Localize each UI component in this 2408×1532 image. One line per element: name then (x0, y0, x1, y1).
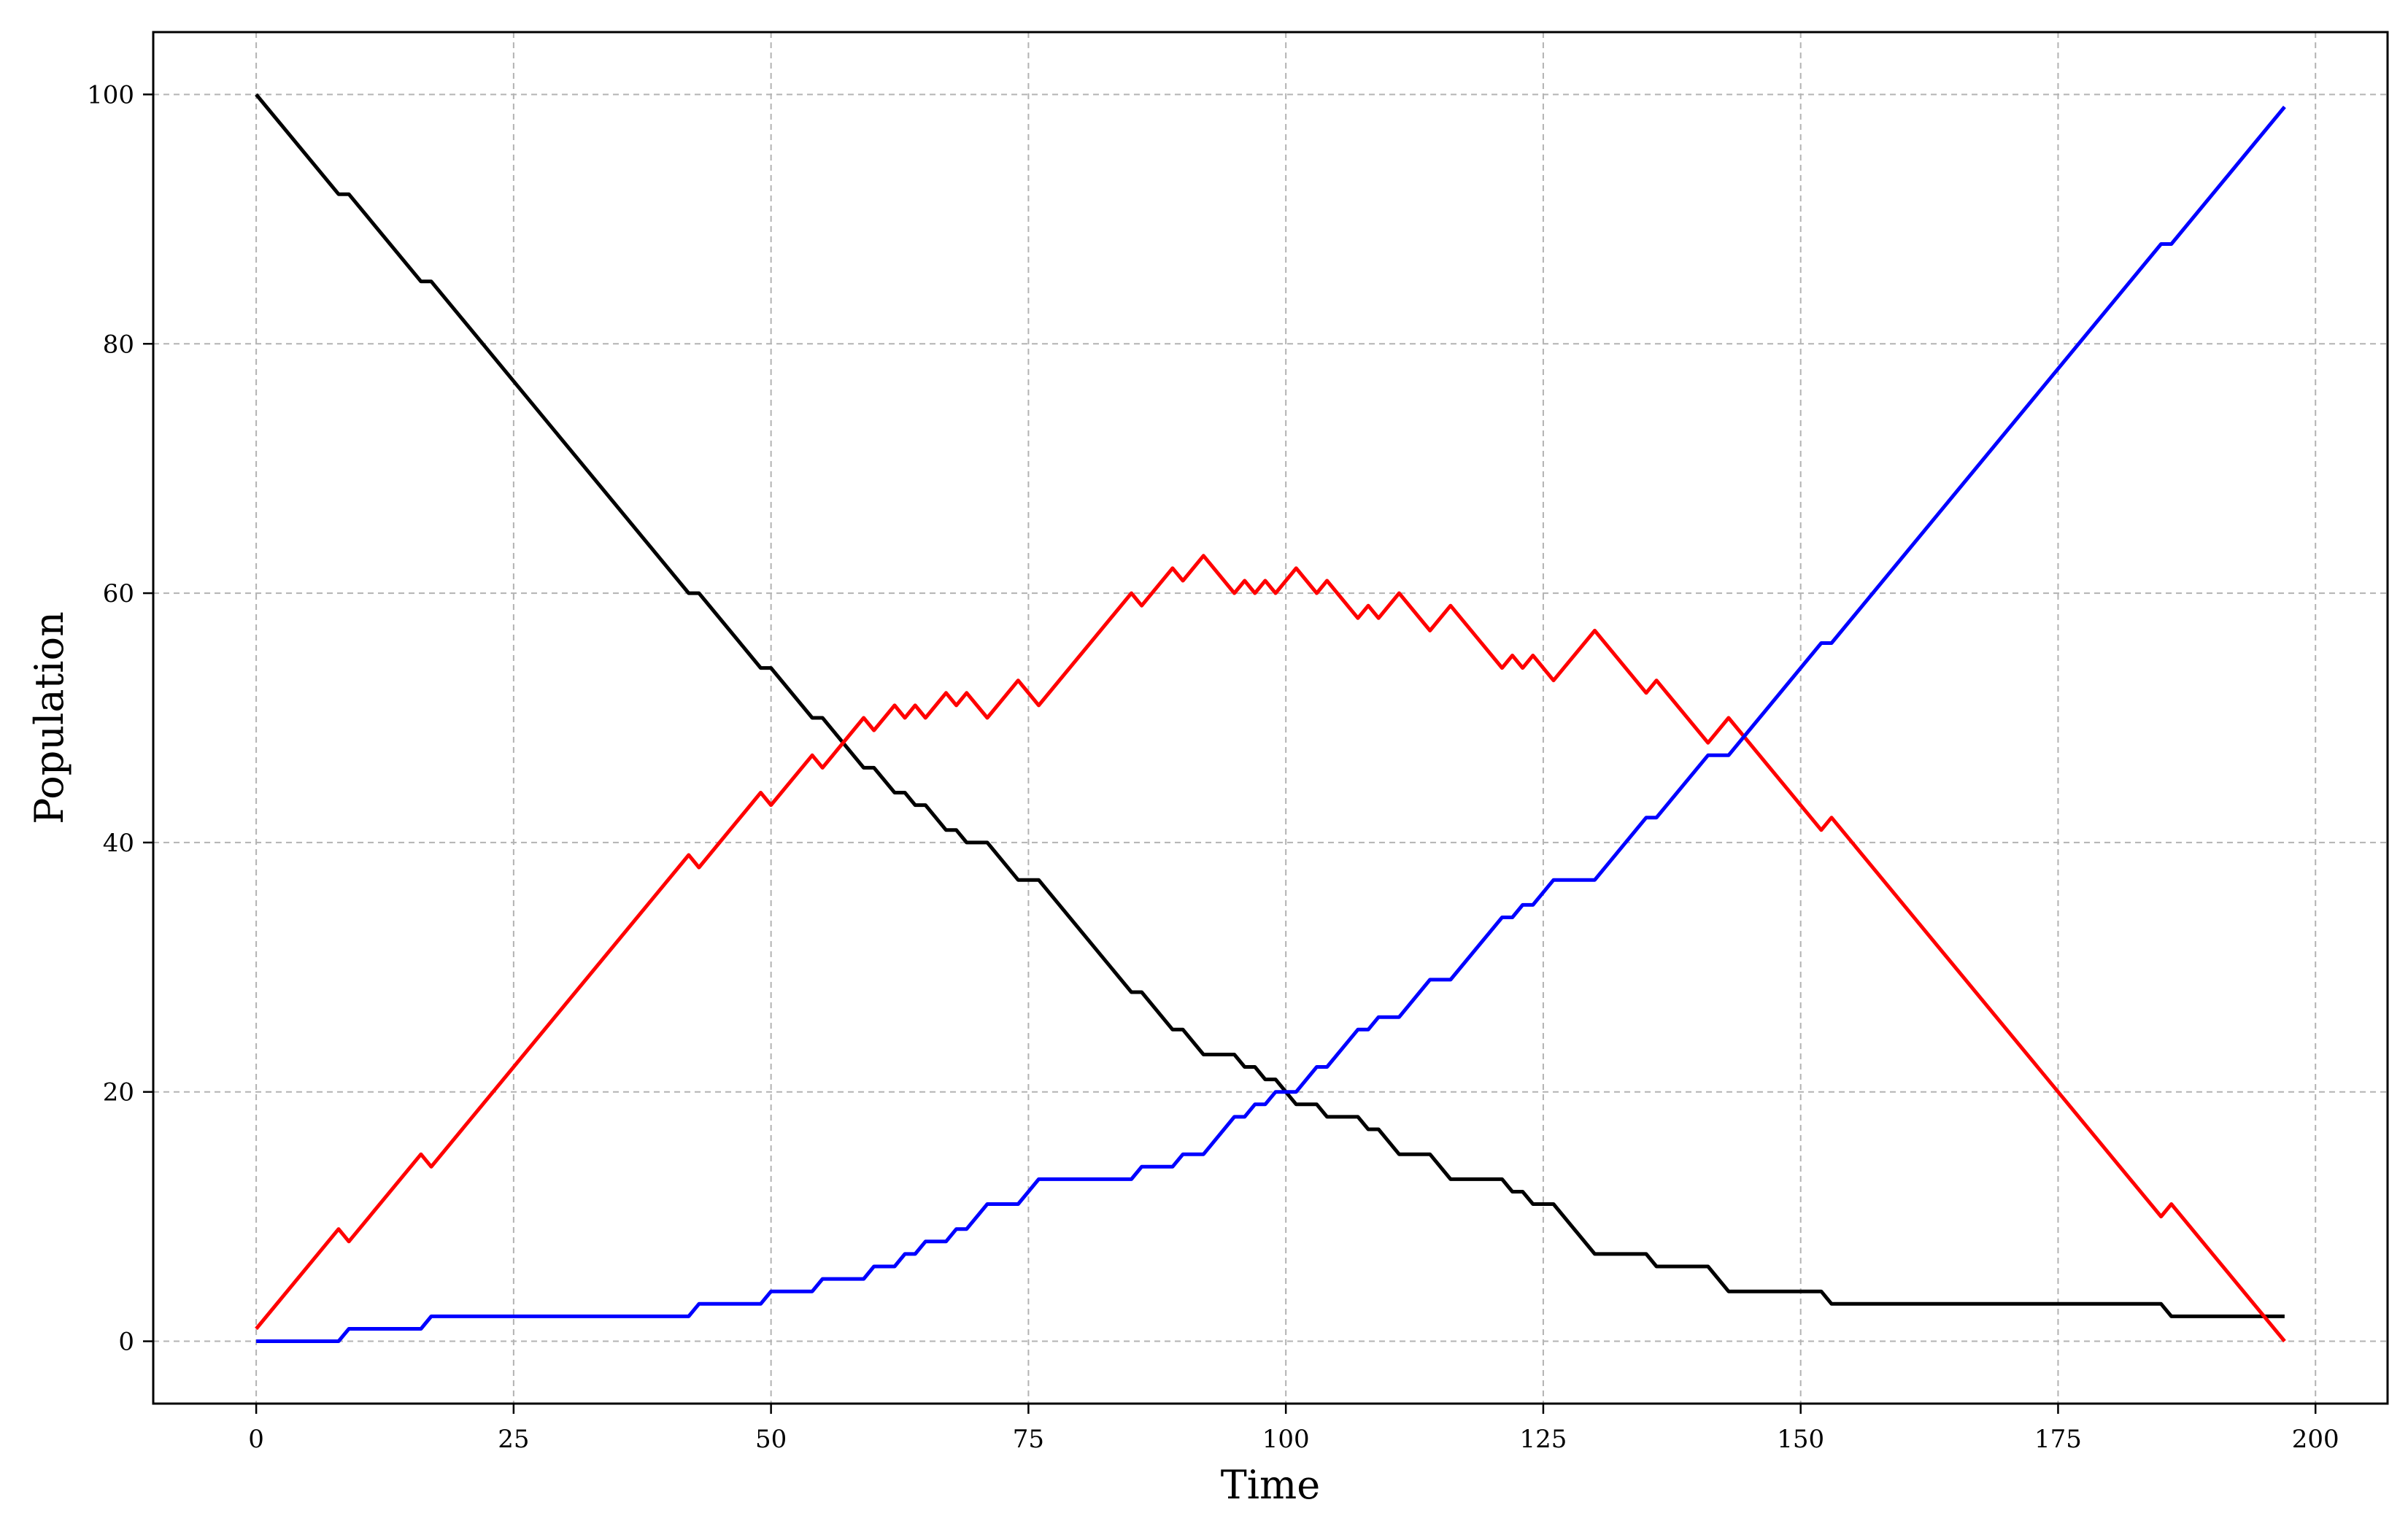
y-tick-label: 0 (118, 1328, 134, 1357)
x-tick-label: 200 (2292, 1425, 2339, 1454)
x-tick-label: 175 (2034, 1425, 2082, 1454)
y-tick-label: 80 (103, 330, 134, 359)
x-tick-label: 75 (1013, 1425, 1044, 1454)
x-tick-label: 150 (1777, 1425, 1824, 1454)
x-tick-label: 50 (755, 1425, 787, 1454)
y-tick-label: 60 (103, 579, 134, 608)
grid (153, 32, 2388, 1404)
y-axis-title: Population (26, 611, 72, 824)
y-tick-label: 20 (103, 1078, 134, 1107)
x-tick-label: 125 (1519, 1425, 1567, 1454)
y-tick-label: 100 (87, 80, 134, 109)
x-axis-title: Time (1221, 1462, 1320, 1508)
series-lines (255, 93, 2286, 1343)
plot-area-frame (152, 31, 2389, 1405)
axis-ticks: 0 25 50 75 100 125 150 175 200 0 20 40 60 80 100 (87, 80, 2339, 1454)
y-tick-label: 40 (103, 829, 134, 858)
x-tick-label: 25 (498, 1425, 529, 1454)
series-line-3 (256, 105, 2286, 1343)
series-line-1 (255, 93, 2285, 1318)
series-line-2 (255, 554, 2286, 1343)
x-tick-label: 100 (1262, 1425, 1310, 1454)
x-tick-label: 0 (248, 1425, 264, 1454)
